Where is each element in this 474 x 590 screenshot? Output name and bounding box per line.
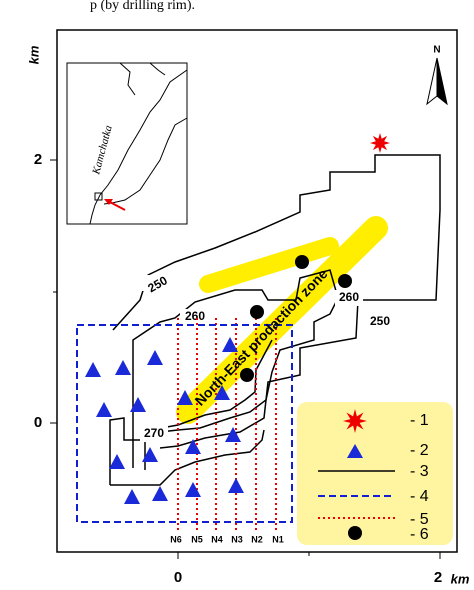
profile-label: N5 — [191, 534, 203, 544]
study-area — [76, 324, 293, 523]
wells — [240, 255, 352, 382]
x-tick-label: 0 — [174, 569, 182, 586]
station — [185, 482, 201, 497]
y-tick-label: 2 — [34, 151, 42, 168]
station — [228, 478, 244, 493]
profile-label: N4 — [211, 534, 223, 544]
contour-label: 260 — [185, 309, 205, 323]
map-frame — [56, 29, 458, 553]
profile-label: N6 — [170, 534, 182, 544]
station — [96, 402, 112, 417]
legend-label: - 1 — [410, 412, 429, 429]
station — [177, 390, 193, 405]
contour-lines — [109, 154, 441, 486]
vent-star — [370, 133, 390, 153]
station — [85, 362, 101, 377]
legend-label: - 6 — [410, 526, 429, 543]
station — [115, 360, 131, 375]
production-zone — [176, 216, 388, 424]
contour-label: 260 — [339, 290, 359, 304]
contour-label-bg — [140, 275, 394, 442]
north-arrow: N — [426, 45, 448, 106]
contour-label: 270 — [144, 426, 164, 440]
station — [109, 454, 125, 469]
x-tick-label: 2 — [434, 569, 442, 586]
inset-map: Kamchatka — [66, 62, 188, 225]
station — [147, 350, 163, 365]
y-axis-label: km — [26, 45, 41, 64]
profile-label: N2 — [251, 534, 263, 544]
station — [152, 486, 168, 501]
station — [130, 397, 146, 412]
legend-label: - 4 — [410, 488, 429, 505]
x-axis-label: km — [451, 571, 470, 586]
legend-label: - 3 — [410, 463, 429, 480]
station — [124, 489, 140, 504]
contour-label: 250 — [370, 314, 390, 328]
stations — [85, 337, 244, 504]
station — [142, 447, 158, 462]
caption: p (by drilling rim). — [90, 0, 195, 13]
station — [214, 385, 230, 400]
north-label: N — [433, 45, 440, 56]
station — [185, 439, 201, 454]
y-tick-label: 0 — [34, 414, 42, 431]
profile-label: N3 — [231, 534, 243, 544]
station — [222, 337, 238, 352]
legend-label: - 2 — [410, 442, 429, 459]
profile-label: N1 — [272, 534, 284, 544]
legend: - 1 - 2 - 3 - 4 - 5 - 6 — [297, 402, 453, 545]
legend-label: - 5 — [410, 511, 429, 528]
station — [225, 427, 241, 442]
